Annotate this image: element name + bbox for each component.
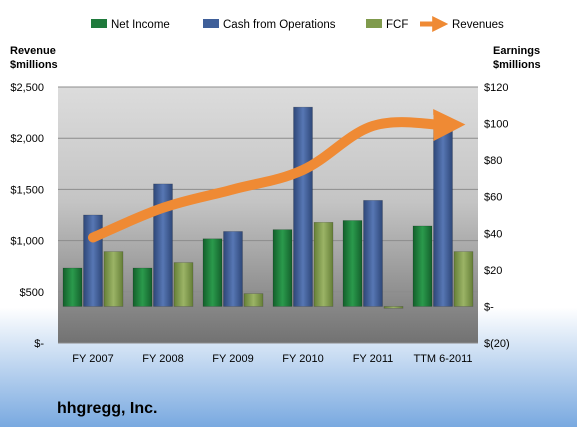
left-axis-tick-label: $- [34, 338, 44, 350]
bar-fcf [453, 251, 474, 307]
right-axis-ticks: $(20) $- $20 $40 $60 $80 $100 $120 [484, 82, 510, 350]
left-axis-tick-label: $1,500 [10, 184, 44, 196]
bar-fcf [173, 262, 194, 307]
left-axis-ticks: $- $500 $1,000 $1,500 $2,000 $2,500 [10, 82, 44, 350]
x-axis-tick-label: FY 2010 [282, 353, 323, 365]
legend-label-fcf: FCF [386, 19, 408, 31]
bar-net-income [412, 225, 433, 307]
right-axis-tick-label: $100 [484, 119, 508, 131]
left-axis-tick-label: $1,000 [10, 236, 44, 248]
bar-net-income [202, 238, 223, 307]
bar-net-income [62, 267, 83, 307]
bar-cash-from-operations [83, 214, 103, 307]
right-axis-tick-label: $- [484, 301, 494, 313]
bar-fcf [313, 222, 334, 307]
x-axis-tick-label: FY 2007 [72, 353, 113, 365]
bar-fcf [243, 293, 264, 307]
bar-cash-from-operations [363, 200, 383, 307]
bar-cash-from-operations [433, 126, 453, 307]
right-axis-tick-label: $20 [484, 265, 502, 277]
left-axis-title-line1: Revenue [10, 45, 56, 57]
legend-swatch-cash-from-operations [203, 19, 219, 28]
legend-label-revenues: Revenues [452, 19, 504, 31]
x-axis-tick-label: TTM 6-2011 [413, 353, 472, 365]
left-axis-tick-label: $500 [20, 287, 44, 299]
right-axis-tick-label: $(20) [484, 338, 510, 350]
bar-net-income [342, 220, 363, 307]
revenue-line-group [88, 109, 466, 243]
right-axis-tick-label: $40 [484, 228, 502, 240]
right-axis-title-line2: $millions [493, 59, 541, 71]
bar-cash-from-operations [293, 106, 313, 307]
x-axis-tick-label: FY 2008 [142, 353, 183, 365]
right-axis-tick-label: $60 [484, 192, 502, 204]
right-axis-title-line1: Earnings [493, 45, 540, 57]
x-axis-tick-label: FY 2011 [353, 353, 394, 365]
left-axis-title-line2: $millions [10, 59, 58, 71]
line-revenues [88, 109, 466, 243]
company-name: hhgregg, Inc. [57, 400, 157, 417]
legend: Net Income Cash from Operations FCF Reve… [91, 15, 504, 33]
bar-net-income [272, 229, 293, 307]
bar-fcf [383, 306, 404, 309]
bar-fcf [103, 251, 124, 307]
legend-swatch-fcf [366, 19, 382, 28]
bar-cash-from-operations [223, 231, 243, 307]
gridlines [58, 86, 478, 344]
right-axis-tick-label: $120 [484, 82, 508, 94]
legend-swatch-net-income [91, 19, 107, 28]
left-axis-tick-label: $2,500 [10, 82, 44, 94]
legend-label-cash-from-operations: Cash from Operations [223, 19, 336, 31]
right-axis-tick-label: $80 [484, 155, 502, 167]
bar-net-income [132, 267, 153, 307]
x-axis-tick-label: FY 2009 [212, 353, 253, 365]
legend-label-net-income: Net Income [111, 19, 170, 31]
plot-area [58, 87, 478, 343]
left-axis-tick-label: $2,000 [10, 133, 44, 145]
x-axis-ticks: FY 2007 FY 2008 FY 2009 FY 2010 FY 2011 TTM 6… [72, 353, 472, 365]
